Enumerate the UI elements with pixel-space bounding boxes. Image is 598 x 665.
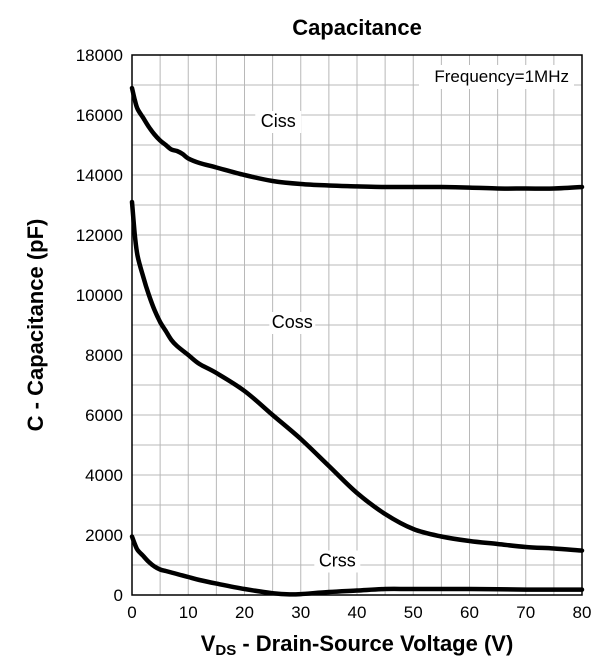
y-tick-label: 6000 — [85, 406, 123, 425]
series-label-background — [255, 111, 302, 133]
x-tick-label: 10 — [179, 603, 198, 622]
x-tick-label: 30 — [291, 603, 310, 622]
y-tick-labels: 0 2000 4000 6000 8000 10000 12000 14000 16000 180… — [76, 46, 123, 605]
y-tick-label: 16000 — [76, 106, 123, 125]
x-tick-label: 50 — [404, 603, 423, 622]
series-label-background — [314, 550, 361, 573]
y-tick-label: 12000 — [76, 226, 123, 245]
x-tick-label: 70 — [516, 603, 535, 622]
series-line-coss — [129, 199, 585, 553]
y-tick-label: 2000 — [85, 526, 123, 545]
x-axis-label-rest: - Drain-Source Voltage (V) — [236, 631, 513, 656]
series-label-ciss: Ciss — [261, 111, 296, 131]
series-label-background — [269, 312, 316, 334]
annotation-background — [419, 65, 574, 89]
y-tick-label: 8000 — [85, 346, 123, 365]
chart-title: Capacitance — [292, 15, 422, 40]
frequency-annotation: Frequency=1MHz — [434, 67, 569, 86]
x-axis-label-main: V — [201, 631, 216, 656]
series-line-ciss — [129, 85, 585, 191]
x-axis-label: VDS - Drain-Source Voltage (V) — [201, 631, 514, 659]
x-tick-label: 20 — [235, 603, 254, 622]
plot-frame — [131, 54, 583, 596]
curves — [129, 85, 585, 597]
x-axis-label-subscript: DS — [215, 642, 236, 659]
grid-lines — [131, 54, 583, 596]
y-tick-label: 14000 — [76, 166, 123, 185]
y-axis-label: C - Capacitance (pF) — [23, 219, 48, 432]
x-tick-label: 0 — [127, 603, 136, 622]
series-label-coss: Coss — [272, 312, 313, 332]
annotation-box: Frequency=1MHz — [419, 65, 574, 89]
series-label-crss: Crss — [319, 551, 356, 571]
x-tick-label: 40 — [348, 603, 367, 622]
y-tick-label: 10000 — [76, 286, 123, 305]
y-tick-label: 18000 — [76, 46, 123, 65]
x-tick-label: 80 — [573, 603, 592, 622]
series-labels: Ciss Coss Crss — [255, 111, 361, 573]
series-line-crss — [129, 534, 585, 597]
x-tick-labels: 0 10 20 30 40 50 60 70 80 — [127, 603, 591, 622]
y-tick-label: 4000 — [85, 466, 123, 485]
y-tick-label: 0 — [114, 586, 123, 605]
x-tick-label: 60 — [460, 603, 479, 622]
